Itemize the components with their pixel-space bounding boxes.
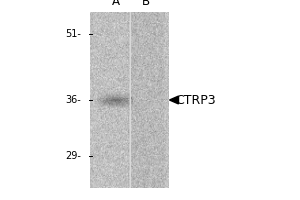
Polygon shape: [169, 96, 178, 104]
Text: A: A: [112, 0, 119, 8]
Text: B: B: [141, 0, 150, 8]
Text: CTRP3: CTRP3: [176, 94, 216, 106]
Text: 36-: 36-: [65, 95, 81, 105]
Text: 51-: 51-: [65, 29, 81, 39]
Text: 29-: 29-: [65, 151, 81, 161]
